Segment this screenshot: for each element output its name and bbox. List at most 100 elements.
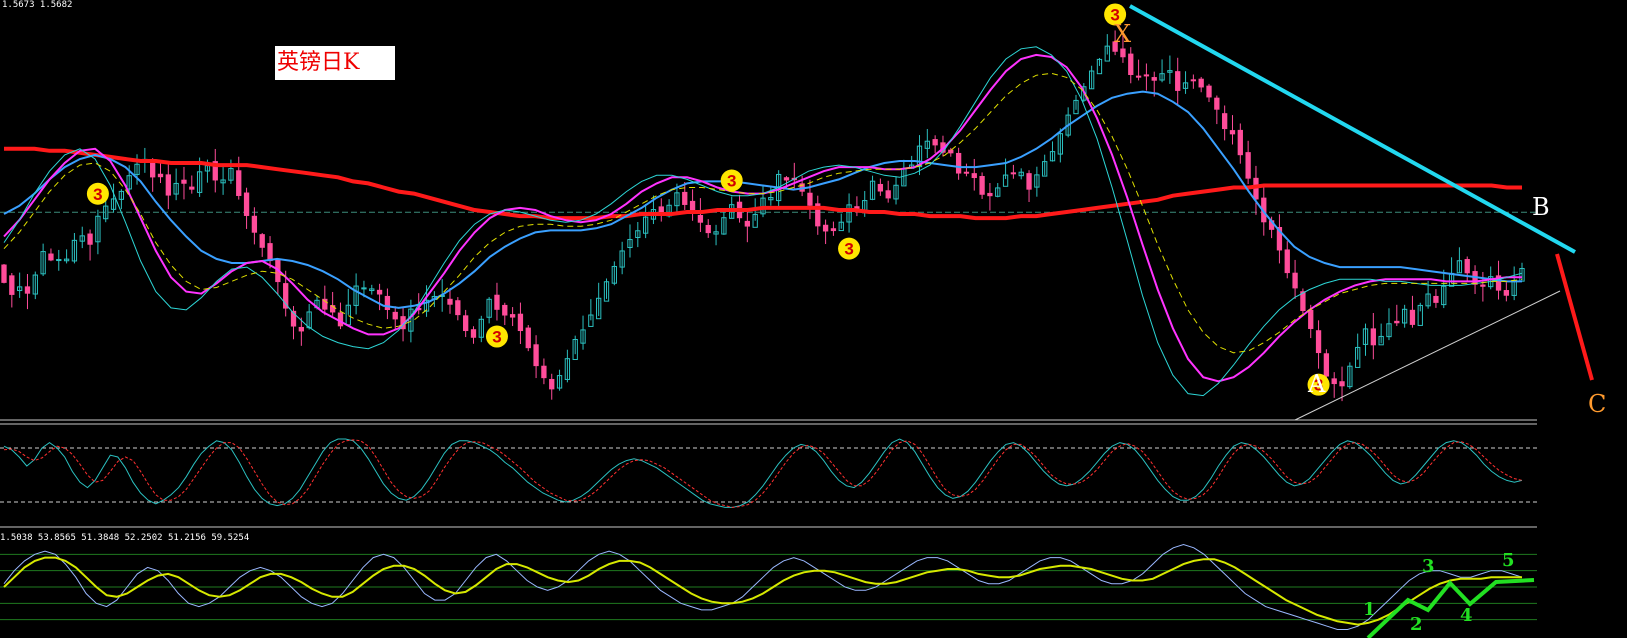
bear-candle <box>298 326 304 332</box>
bull-candle <box>916 145 923 168</box>
bear-candle <box>1128 53 1134 76</box>
bull-candle <box>110 198 117 210</box>
bear-candle <box>1292 272 1298 289</box>
bear-candle <box>1464 259 1470 274</box>
point-b-label: B <box>1532 193 1550 221</box>
bull-candle <box>1456 260 1463 274</box>
bull-candle <box>1362 328 1369 345</box>
bear-candle <box>979 176 985 195</box>
moving-average-series <box>3 46 1523 397</box>
bull-candle <box>134 163 140 175</box>
bear-candle <box>987 192 993 197</box>
bull-candle <box>869 180 876 200</box>
stochastic-panel <box>0 438 1537 508</box>
bear-candle <box>1206 85 1212 98</box>
bull-candle <box>173 182 179 195</box>
bear-candle <box>1480 284 1486 287</box>
ma_dash-line <box>3 72 1523 354</box>
bear-candle <box>87 233 93 245</box>
bear-candle <box>1323 353 1330 377</box>
bear-candle <box>1495 275 1502 291</box>
bull-candle <box>353 285 359 306</box>
bear-candle <box>1237 129 1243 156</box>
bear-candle <box>384 295 391 311</box>
bear-candle <box>376 289 383 295</box>
bear-candle <box>697 214 704 223</box>
stochastic-d-line <box>3 439 1523 508</box>
bull-candle <box>635 230 641 239</box>
bear-candle <box>744 220 751 227</box>
bull-candle <box>572 339 578 360</box>
point-c-label: C <box>1588 390 1606 418</box>
bear-candle <box>971 173 977 179</box>
count-marker-label: 3 <box>727 171 736 190</box>
bear-candle <box>267 243 273 262</box>
bear-candle <box>212 161 218 181</box>
bear-candle <box>1120 48 1126 58</box>
bear-candle <box>392 311 398 320</box>
bear-candle <box>1315 330 1322 354</box>
bear-candle <box>290 310 297 327</box>
bull-candle <box>16 286 23 292</box>
bull-candle <box>32 274 38 295</box>
bear-candle <box>1331 378 1337 385</box>
bull-candle <box>846 204 852 223</box>
bull-candle <box>1018 171 1024 177</box>
rsi-panel <box>0 543 1537 630</box>
bear-candle <box>494 294 500 310</box>
bull-candle <box>478 318 484 338</box>
bear-candle <box>1229 130 1236 135</box>
bear-candle <box>549 378 555 390</box>
candlestick-series <box>1 30 1525 402</box>
bull-candle <box>596 297 602 320</box>
bull-candle <box>423 299 430 312</box>
bear-candle <box>1 264 7 283</box>
bull-candle <box>1088 70 1095 90</box>
bull-candle <box>674 192 680 207</box>
bear-candle <box>9 275 15 295</box>
bull-candle <box>63 258 70 262</box>
bull-candle <box>1057 133 1063 155</box>
bear-candle <box>1409 309 1416 325</box>
wave-4-label: 4 <box>1460 605 1473 626</box>
bear-candle <box>243 192 250 216</box>
bull-candle <box>995 187 1001 197</box>
bull-candle <box>369 288 375 292</box>
bear-candle <box>1433 295 1439 303</box>
bull-candle <box>71 239 78 262</box>
bear-candle <box>322 298 328 310</box>
bear-candle <box>1245 152 1251 179</box>
count-marker-label: 3 <box>492 328 501 347</box>
bear-candle <box>1308 309 1314 329</box>
bull-candle <box>118 190 125 200</box>
bear-candle <box>1143 74 1150 77</box>
bear-candle <box>1135 75 1142 78</box>
bull-candle <box>103 205 109 220</box>
count-marker <box>1104 3 1127 26</box>
bear-candle <box>1370 328 1376 346</box>
bull-candle <box>486 298 492 318</box>
bull-candle <box>79 235 85 242</box>
count-marker <box>86 182 109 205</box>
bear-candle <box>259 234 265 248</box>
bull-candle <box>361 287 367 290</box>
bear-candle <box>932 139 938 146</box>
bear-candle <box>181 179 187 184</box>
wave-1-label: 1 <box>1363 599 1376 620</box>
bull-candle <box>1347 365 1353 388</box>
bull-candle <box>1096 58 1103 75</box>
bull-candle <box>1441 285 1447 306</box>
bear-candle <box>1276 227 1283 251</box>
count-marker-label: 3 <box>93 185 102 204</box>
bear-candle <box>955 152 962 174</box>
bear-candle <box>502 304 508 316</box>
bear-candle <box>948 149 954 154</box>
ascending-support-line <box>1294 290 1561 421</box>
bear-candle <box>165 174 171 196</box>
point-a-label: A <box>1307 370 1326 398</box>
bear-candle <box>189 186 195 190</box>
bear-candle <box>517 313 524 332</box>
bear-candle <box>885 190 891 199</box>
bull-candle <box>95 215 101 243</box>
bear-candle <box>463 315 469 332</box>
